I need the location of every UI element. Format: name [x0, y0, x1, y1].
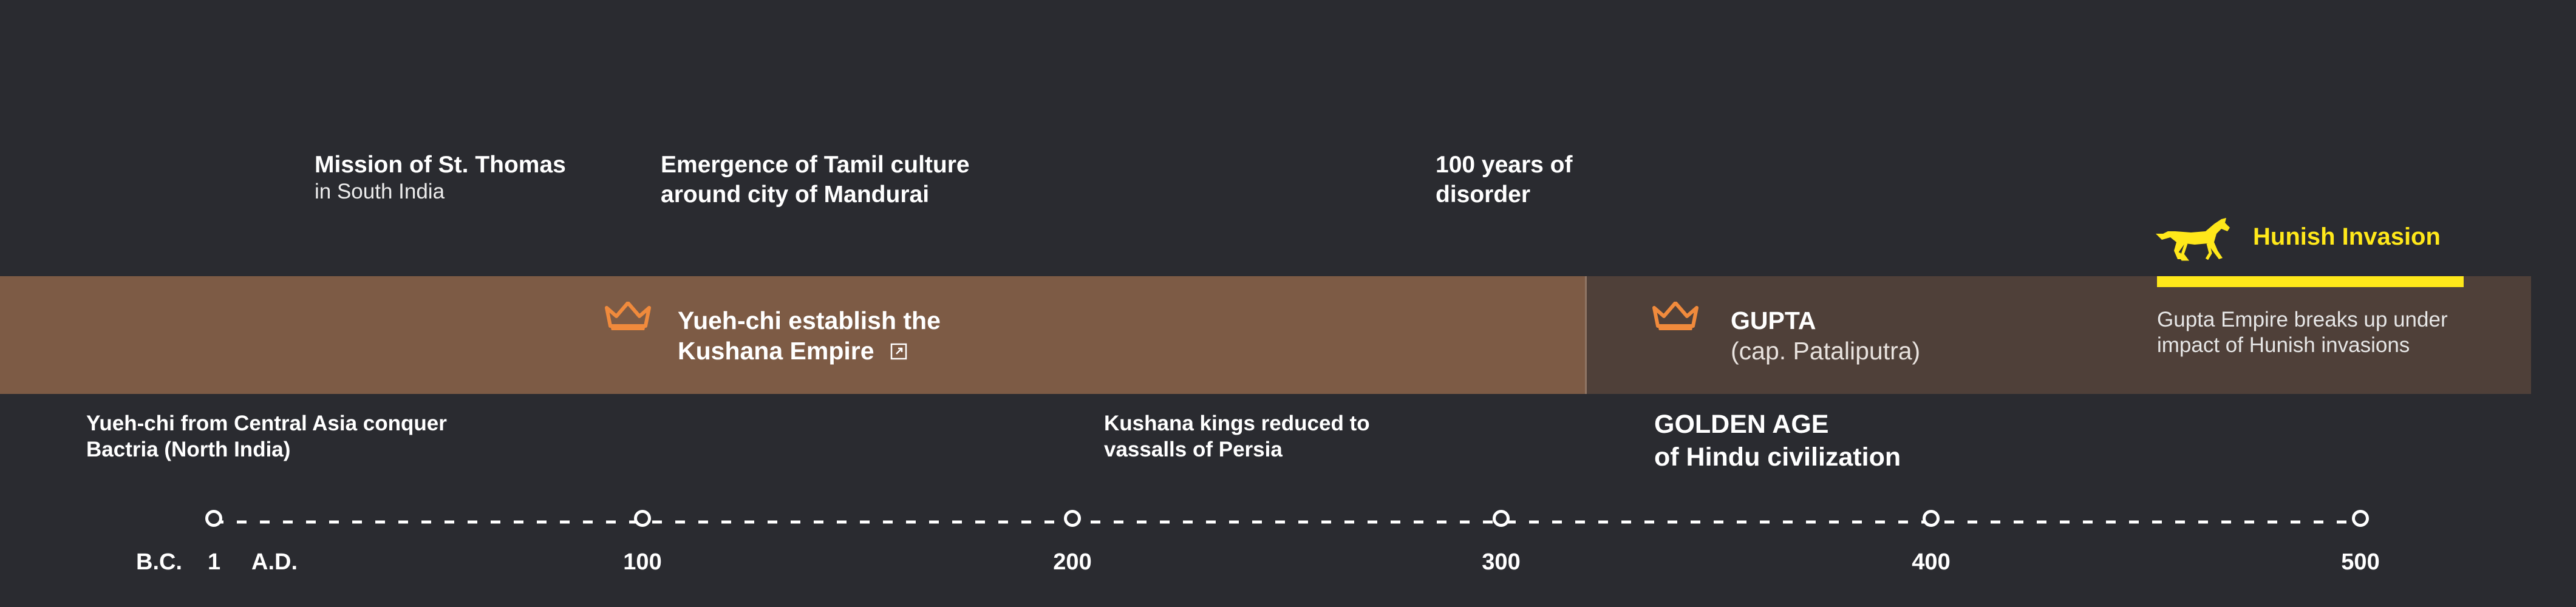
event-golden-age: GOLDEN AGE of Hindu civilization [1654, 408, 1901, 473]
kushana-empire-title: Yueh-chi establish the Kushana Empire [678, 305, 941, 366]
horse-icon [2156, 218, 2230, 261]
event-tamil-culture: Emergence of Tamil culture around city o… [661, 150, 970, 209]
hunish-desc-line2: impact of Hunish invasions [2157, 333, 2410, 357]
axis-label-1: 1 [208, 549, 221, 575]
axis-label-400: 400 [1912, 549, 1951, 575]
timeline-axis [214, 520, 2361, 524]
axis-label-200: 200 [1053, 549, 1092, 575]
golden-age-line2: of Hindu civilization [1654, 443, 1901, 472]
event-st-thomas: Mission of St. Thomas in South India [315, 150, 566, 204]
event-yuehchi-line1: Yueh-chi from Central Asia conquer [86, 412, 447, 435]
axis-label-300: 300 [1482, 549, 1521, 575]
event-kushana-vassals: Kushana kings reduced to vassalls of Per… [1104, 410, 1370, 463]
crown-icon [605, 302, 651, 330]
era-divider [1585, 276, 1587, 394]
hunish-desc-line1: Gupta Empire breaks up under [2157, 308, 2448, 331]
event-vassals-line1: Kushana kings reduced to [1104, 412, 1370, 435]
external-link-icon[interactable] [890, 342, 908, 361]
gupta-title-text: GUPTA [1731, 307, 1816, 334]
axis-label-500: 500 [2341, 549, 2380, 575]
timeline-tick-1 [205, 510, 222, 527]
kushana-line2: Kushana Empire [678, 337, 874, 365]
event-tamil-line2: around city of Mandurai [661, 181, 930, 208]
timeline-tick-400 [1923, 510, 1940, 527]
event-yuehchi-conquer: Yueh-chi from Central Asia conquer Bactr… [86, 410, 447, 463]
event-tamil-line1: Emergence of Tamil culture [661, 152, 970, 178]
axis-label-100: 100 [623, 549, 662, 575]
kushana-line2-wrap: Kushana Empire [678, 336, 941, 366]
timeline-tick-300 [1493, 510, 1510, 527]
kushana-era-band [0, 276, 1586, 394]
timeline-tick-100 [634, 510, 651, 527]
event-disorder-line1: 100 years of [1436, 152, 1573, 178]
era-label-bc: B.C. [136, 549, 182, 575]
gupta-title: GUPTA (cap. Pataliputra) [1731, 305, 1920, 366]
timeline-tick-500 [2352, 510, 2369, 527]
crown-icon [1652, 302, 1699, 330]
hunish-description: Gupta Empire breaks up under impact of H… [2157, 307, 2448, 358]
hunish-invasion-label: Hunish Invasion [2253, 223, 2441, 250]
event-vassals-line2: vassalls of Persia [1104, 438, 1283, 461]
kushana-line1: Yueh-chi establish the [678, 307, 941, 334]
event-disorder-line2: disorder [1436, 181, 1531, 208]
golden-age-line1: GOLDEN AGE [1654, 410, 1829, 439]
gupta-era-band [1586, 276, 2531, 394]
era-label-ad: A.D. [251, 549, 298, 575]
timeline-tick-200 [1064, 510, 1081, 527]
gupta-capital: (cap. Pataliputra) [1731, 337, 1921, 365]
event-st-thomas-title: Mission of St. Thomas [315, 152, 566, 178]
event-st-thomas-subtitle: in South India [315, 180, 445, 203]
event-disorder: 100 years of disorder [1436, 150, 1573, 209]
hunish-invasion-bar [2157, 276, 2464, 287]
event-yuehchi-line2: Bactria (North India) [86, 438, 291, 461]
